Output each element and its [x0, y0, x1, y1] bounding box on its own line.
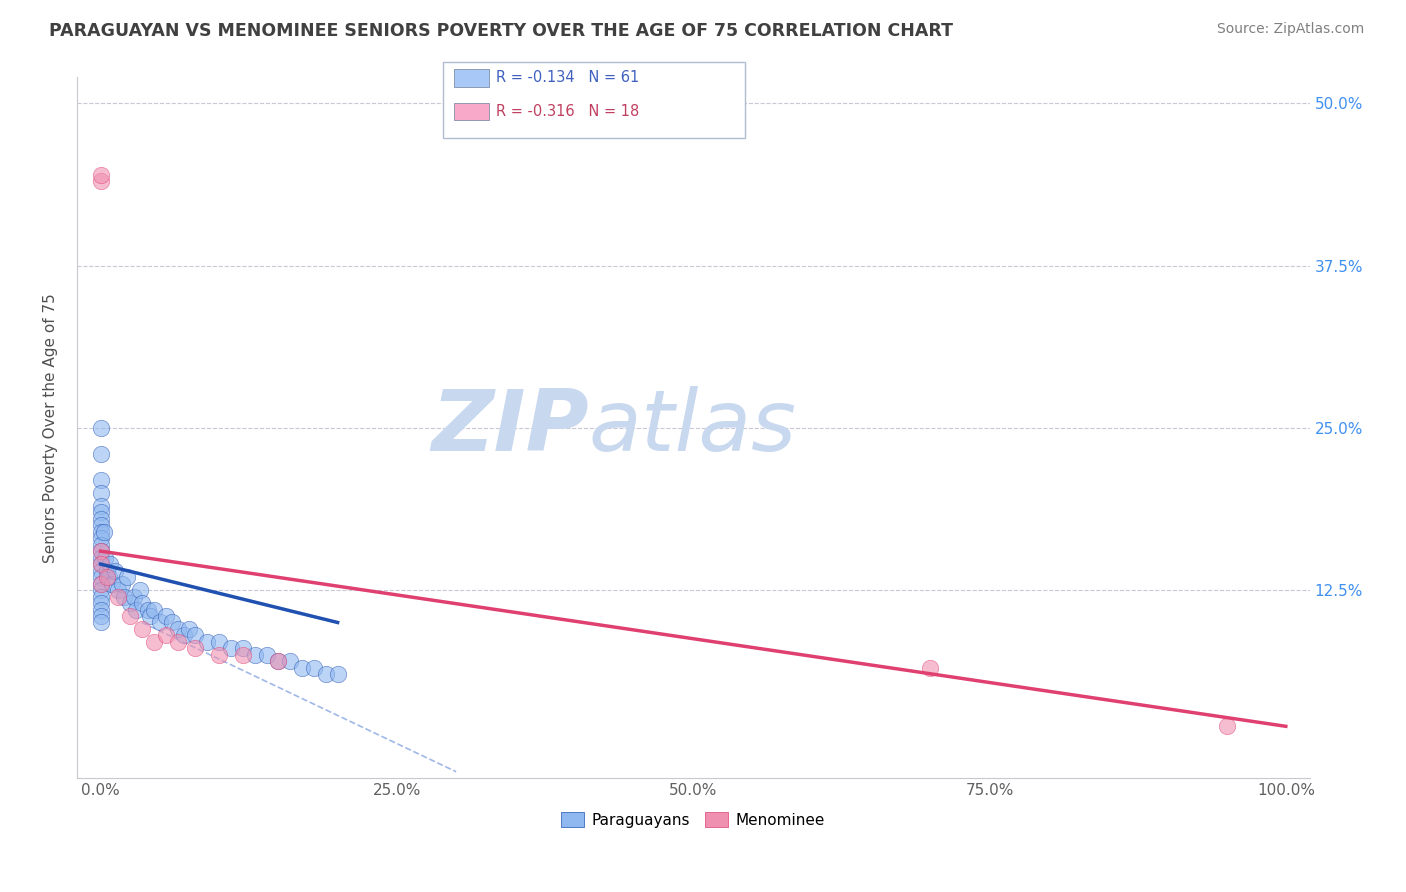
- Point: [184, 628, 207, 642]
- Point: [90, 538, 112, 552]
- Point: [195, 635, 218, 649]
- Point: [111, 576, 134, 591]
- Point: [326, 667, 349, 681]
- Point: [1215, 719, 1237, 733]
- Point: [101, 576, 124, 591]
- Point: [90, 544, 112, 558]
- Text: R = -0.316   N = 18: R = -0.316 N = 18: [496, 104, 640, 119]
- Point: [104, 564, 127, 578]
- Legend: Paraguayans, Menominee: Paraguayans, Menominee: [555, 805, 831, 834]
- Point: [142, 602, 165, 616]
- Point: [155, 628, 177, 642]
- Point: [90, 544, 112, 558]
- Point: [98, 557, 121, 571]
- Text: Source: ZipAtlas.com: Source: ZipAtlas.com: [1216, 22, 1364, 37]
- Point: [120, 596, 142, 610]
- Y-axis label: Seniors Poverty Over the Age of 75: Seniors Poverty Over the Age of 75: [44, 293, 58, 563]
- Point: [107, 590, 129, 604]
- Point: [173, 628, 195, 642]
- Point: [90, 557, 112, 571]
- Point: [112, 590, 135, 604]
- Point: [90, 582, 112, 597]
- Point: [90, 576, 112, 591]
- Point: [90, 564, 112, 578]
- Point: [166, 635, 188, 649]
- Point: [267, 655, 290, 669]
- Point: [232, 641, 254, 656]
- Point: [90, 576, 112, 591]
- Point: [291, 661, 314, 675]
- Point: [125, 602, 148, 616]
- Point: [90, 518, 112, 533]
- Point: [315, 667, 337, 681]
- Point: [120, 609, 142, 624]
- Point: [184, 641, 207, 656]
- Point: [920, 661, 942, 675]
- Point: [90, 505, 112, 519]
- Point: [90, 485, 112, 500]
- Point: [115, 570, 138, 584]
- Point: [90, 447, 112, 461]
- Point: [219, 641, 242, 656]
- Point: [90, 473, 112, 487]
- Point: [90, 602, 112, 616]
- Point: [90, 570, 112, 584]
- Point: [96, 564, 118, 578]
- Point: [267, 655, 290, 669]
- Point: [97, 570, 120, 584]
- Point: [131, 596, 153, 610]
- Point: [90, 615, 112, 630]
- Text: ZIP: ZIP: [430, 386, 589, 469]
- Point: [122, 590, 145, 604]
- Point: [302, 661, 325, 675]
- Point: [278, 655, 301, 669]
- Point: [90, 609, 112, 624]
- Point: [90, 511, 112, 525]
- Point: [90, 550, 112, 565]
- Point: [131, 622, 153, 636]
- Point: [93, 524, 115, 539]
- Text: PARAGUAYAN VS MENOMINEE SENIORS POVERTY OVER THE AGE OF 75 CORRELATION CHART: PARAGUAYAN VS MENOMINEE SENIORS POVERTY …: [49, 22, 953, 40]
- Point: [90, 168, 112, 182]
- Point: [149, 615, 172, 630]
- Point: [90, 174, 112, 188]
- Point: [256, 648, 278, 662]
- Point: [179, 622, 201, 636]
- Point: [128, 582, 150, 597]
- Point: [166, 622, 188, 636]
- Point: [90, 421, 112, 435]
- Text: R = -0.134   N = 61: R = -0.134 N = 61: [496, 70, 640, 85]
- Point: [136, 602, 159, 616]
- Point: [90, 524, 112, 539]
- Point: [142, 635, 165, 649]
- Point: [94, 550, 117, 565]
- Text: atlas: atlas: [589, 386, 796, 469]
- Point: [208, 648, 231, 662]
- Point: [90, 596, 112, 610]
- Point: [160, 615, 183, 630]
- Point: [90, 557, 112, 571]
- Point: [243, 648, 266, 662]
- Point: [90, 499, 112, 513]
- Point: [208, 635, 231, 649]
- Point: [96, 570, 118, 584]
- Point: [155, 609, 177, 624]
- Point: [107, 582, 129, 597]
- Point: [232, 648, 254, 662]
- Point: [90, 590, 112, 604]
- Point: [90, 531, 112, 545]
- Point: [139, 609, 162, 624]
